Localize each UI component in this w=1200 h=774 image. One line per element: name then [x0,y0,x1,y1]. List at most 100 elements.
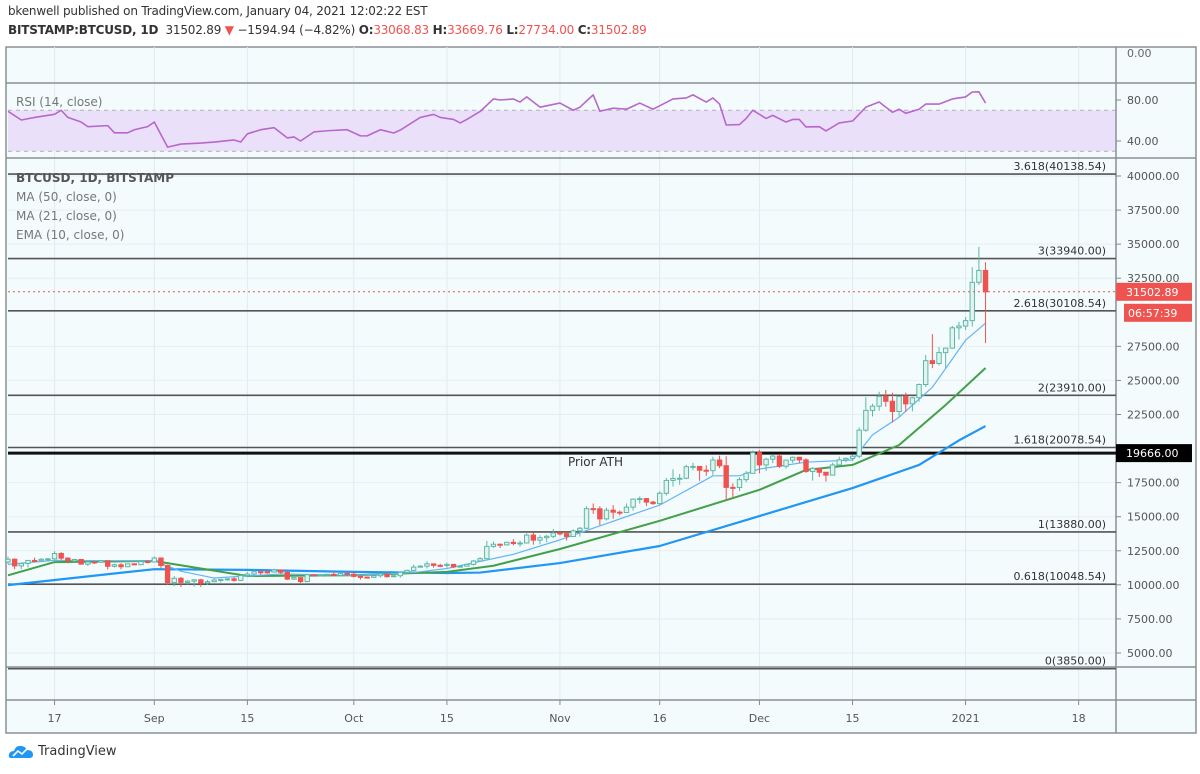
candle-up [71,558,78,562]
candle-up [218,578,224,581]
candle-down [231,578,237,581]
candle-up [38,558,44,562]
tradingview-logo[interactable]: TradingView [8,743,117,759]
moving-averages [7,322,987,587]
candle-up [45,558,51,561]
candle-up [5,558,11,563]
fib-levels: 3.618(40138.54) 3(33940.00) 2.618(30108.54… [8,160,1116,670]
time-axis-label: 15 [440,712,454,725]
time-axis-label: 18 [1072,712,1086,725]
candle-up [457,565,463,568]
candle-down [258,571,264,574]
price-axis-label: 17500.00 [1127,477,1180,490]
candle-up [849,455,856,459]
candle-down [430,563,437,566]
rsi-band-fill [8,110,1116,152]
candle-down [198,579,204,584]
candle-up [969,281,975,322]
time-axis-label: 15 [846,712,860,725]
main-legend-title: BTCUSD, 1D, BITSTAMP [16,171,174,185]
candle-down [643,498,650,503]
candle-up [550,532,556,537]
rsi-axis-label: 40.00 [1127,135,1159,148]
candle-down [78,558,84,565]
candle-down [357,575,364,578]
price-axis-label: 27500.00 [1127,340,1180,353]
grid [8,47,1116,700]
candle-down [450,563,457,568]
candle-up [843,457,849,461]
candle-up [676,477,683,480]
time-axis-label: 16 [653,712,667,725]
candle-down [510,541,517,545]
candle-down [158,557,164,566]
tradingview-cloud-icon [8,745,33,758]
candle-up [570,530,576,537]
low-value: 27734.00 [518,23,575,37]
candle-up [470,560,477,565]
candle-up [736,479,743,489]
candle-up [244,573,251,577]
candle-down [703,469,709,472]
close-value: 31502.89 [590,23,647,37]
open-value: 33068.83 [373,23,429,37]
candle-up [856,429,862,457]
candle-up [809,467,816,472]
ma50-line [7,425,987,587]
prior-ath-label: Prior ATH [568,455,623,469]
candle-up [603,509,610,520]
candle-up [829,464,836,476]
candle-down [530,534,537,541]
price-axis-label: 40000.00 [1127,170,1180,183]
candle-up [543,535,550,539]
candle-down [563,533,570,537]
candle-up [770,455,776,460]
symbol-quote-line: BITSTAMP:BTCUSD, 1D 31502.89 ▼ −1594.94 … [8,23,647,37]
rsi-band [8,109,1116,152]
candle-down [364,576,370,579]
time-axis-label: 17 [48,712,62,725]
symbol-label: BITSTAMP:BTCUSD, 1D [8,23,159,37]
candle-up [85,561,91,565]
price-axis-label: 10000.00 [1127,579,1180,592]
candle-up [204,581,211,584]
ema10-legend: EMA (10, close, 0) [16,228,124,242]
time-axis-label: 15 [240,712,254,725]
candle-down [65,557,71,562]
candle-up [98,560,104,563]
candle-up [790,456,796,461]
candle-down [344,572,350,575]
countdown-badge-text: 06:57:39 [1128,307,1177,320]
time-axis-label: 2021 [952,712,980,725]
candle-up [743,472,749,481]
candle-down [889,400,896,412]
candle-down [597,508,603,520]
ath-badge-text: 19666.00 [1126,447,1179,460]
pane-separators [6,47,1196,733]
rsi-axis-label: 80.00 [1127,94,1159,107]
candle-down [58,552,64,559]
candle-up [324,573,330,576]
candle-up [524,534,530,544]
candle-down [118,564,124,568]
candle-up [337,572,344,576]
candle-up [444,563,450,566]
open-label: O: [358,23,374,37]
candle-down [331,573,337,576]
candle-down [384,573,390,578]
candle-down [264,571,271,574]
high-value: 33669.76 [447,23,503,37]
candle-up [111,564,118,567]
candles [5,246,1116,588]
candle-up [750,452,756,474]
low-label: L: [506,23,519,37]
candle-up [271,569,277,573]
price-change: −1594.94 (−4.82%) [237,23,356,37]
candle-up [630,498,636,508]
candle-up [936,352,942,365]
candle-up [238,575,244,581]
candle-up [583,508,590,529]
candle-up [151,557,158,563]
high-label: H: [432,23,448,37]
